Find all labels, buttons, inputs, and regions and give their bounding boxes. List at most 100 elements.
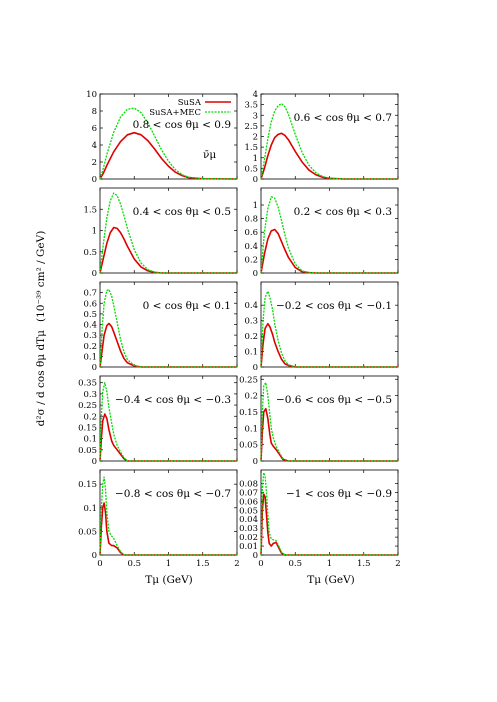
y-tick-label: 0.4 [244, 242, 258, 252]
y-tick-label: 0.02 [239, 533, 258, 543]
y-tick-label: 0.2 [83, 412, 97, 422]
y-tick-label: 0.05 [78, 527, 97, 537]
series-line-susa [99, 322, 237, 368]
y-tick-label: 0.8 [244, 215, 258, 225]
y-tick-label: 0.7 [83, 289, 97, 299]
y-tick-label: 0.3 [83, 331, 97, 341]
y-tick-label: 0.15 [239, 408, 258, 418]
chart-panel-9: 0 0.05 0.1 0.15 0 0.5 1 1.5 2 −0.8 < cos θμ < −0.… [78, 469, 240, 569]
y-tick-label: 0.6 [244, 228, 258, 238]
y-tick-label: 1 [253, 154, 258, 164]
chart-panel-8: 0 0.05 0.1 0.15 0.2 0.25 −0.6 < cos θμ < −0.5 [239, 375, 399, 467]
series-line-susa-mec [99, 382, 237, 462]
y-tick-label: 0.15 [78, 423, 97, 433]
y-axis-title: d²σ / d cos θμ dTμ (10⁻³⁹ cm² / GeV) [35, 231, 47, 427]
y-tick-label: 0.4 [83, 321, 97, 331]
series-line-susa [99, 131, 238, 180]
y-tick-label: 0.25 [239, 375, 258, 385]
chart-panel-6: 0 0.1 0.2 0.3 0.4 −0.2 < cos θμ < −0.1 [244, 281, 399, 373]
panel-label: 0 < cos θμ < 0.1 [143, 300, 231, 312]
y-tick-label: 0.2 [83, 342, 97, 352]
x-tick-label: 1.5 [196, 559, 210, 569]
chart-panel-5: 00.10.20.30.40.50.60.7 0 < cos θμ < 0.1 [83, 281, 238, 373]
y-tick-label: 0 [92, 175, 97, 185]
series-line-susa [99, 226, 237, 274]
y-tick-label: 4 [253, 90, 258, 100]
y-tick-label: 0.05 [78, 446, 97, 456]
y-tick-label: 1.5 [83, 205, 97, 215]
series-line-susa [260, 407, 398, 462]
legend-label: SuSA [178, 98, 202, 108]
y-tick-label: 0 [92, 269, 97, 279]
legend-label: SuSA+MEC [149, 108, 201, 118]
y-tick-label: 1 [253, 201, 258, 211]
y-tick-label: 0.1 [83, 352, 97, 362]
series-line-susa-mec [99, 107, 238, 180]
y-tick-label: 0.05 [239, 441, 258, 451]
y-tick-label: 0 [92, 551, 97, 561]
x-axis-title-right: Tμ (GeV) [307, 574, 355, 586]
panel-label: 0.4 < cos θμ < 0.5 [133, 206, 231, 218]
series-line-susa [99, 502, 237, 556]
x-tick-label: 1.5 [357, 559, 371, 569]
y-tick-label: 4 [92, 141, 97, 151]
panel-label: −0.8 < cos θμ < −0.7 [115, 488, 231, 500]
series-line-susa [260, 228, 398, 274]
series-line-susa [260, 132, 398, 180]
x-tick-label: 2 [234, 559, 239, 569]
y-tick-label: 0.2 [244, 392, 258, 402]
y-tick-label: 0.5 [83, 248, 97, 258]
x-axis-title-left: Tμ (GeV) [145, 574, 193, 586]
y-tick-label: 0 [253, 363, 258, 373]
y-tick-label: 0.08 [239, 479, 258, 489]
y-axis-title-unit: (10⁻³⁹ cm² / GeV) [35, 231, 47, 322]
chart-panel-7: 00.050.1 0.150.20.250.30.35 −0.4 < cos θμ … [78, 375, 238, 467]
series-line-susa [260, 322, 398, 368]
y-axis-title-main: d²σ / d cos θμ dTμ [35, 330, 47, 427]
y-tick-label: 0.2 [244, 332, 258, 342]
y-tick-label: 2.5 [244, 122, 258, 132]
series-line-susa-mec [260, 381, 398, 462]
plot-frame [99, 375, 238, 462]
y-tick-label: 0 [253, 269, 258, 279]
y-tick-label: 2 [253, 133, 258, 143]
series-line-susa [260, 493, 398, 556]
y-tick-label: 2 [92, 158, 97, 168]
plot-frame [260, 469, 399, 556]
y-tick-label: 0.1 [83, 435, 97, 445]
x-tick-label: 1 [327, 559, 332, 569]
y-tick-label: 0.04 [239, 515, 258, 525]
series-line-susa-mec [260, 290, 398, 368]
y-tick-label: 0.25 [78, 401, 97, 411]
x-tick-label: 0.5 [127, 559, 141, 569]
y-tick-label: 0.2 [244, 255, 258, 265]
series-line-susa-mec [99, 476, 237, 556]
x-tick-label: 2 [395, 559, 400, 569]
x-tick-label: 0 [258, 559, 263, 569]
chart-panel-3: 0 0.5 1 1.5 0.4 < cos θμ < 0.5 [83, 187, 238, 279]
y-tick-label: 0.03 [239, 524, 258, 534]
y-tick-label: 0.01 [239, 542, 258, 552]
y-tick-label: 0.3 [83, 390, 97, 400]
chart-panel-2: 00.511.522.533.54 0.6 < cos θμ < 0.7 [244, 90, 399, 185]
x-tick-label: 1 [166, 559, 171, 569]
y-tick-label: 0.35 [78, 379, 97, 389]
y-tick-label: 0.1 [244, 348, 258, 358]
plot-frame [260, 375, 399, 462]
series-line-susa-mec [99, 192, 237, 274]
panel-label: −0.2 < cos θμ < −0.1 [276, 300, 392, 312]
y-tick-label: 0.06 [239, 497, 258, 507]
y-tick-label: 0 [253, 457, 258, 467]
panel-label: −1 < cos θμ < −0.9 [286, 488, 392, 500]
panel-label: 0.2 < cos θμ < 0.3 [294, 206, 392, 218]
y-tick-label: 0.07 [239, 488, 258, 498]
y-tick-label: 3.5 [244, 101, 258, 111]
y-tick-label: 1 [92, 227, 97, 237]
y-tick-label: 0.3 [244, 317, 258, 327]
y-tick-label: 8 [92, 107, 97, 117]
y-tick-label: 0.5 [244, 164, 258, 174]
chart-panel-10: 00.010.020.030.040.050.060.070.08 0 0.5 1 1.… [239, 469, 401, 569]
